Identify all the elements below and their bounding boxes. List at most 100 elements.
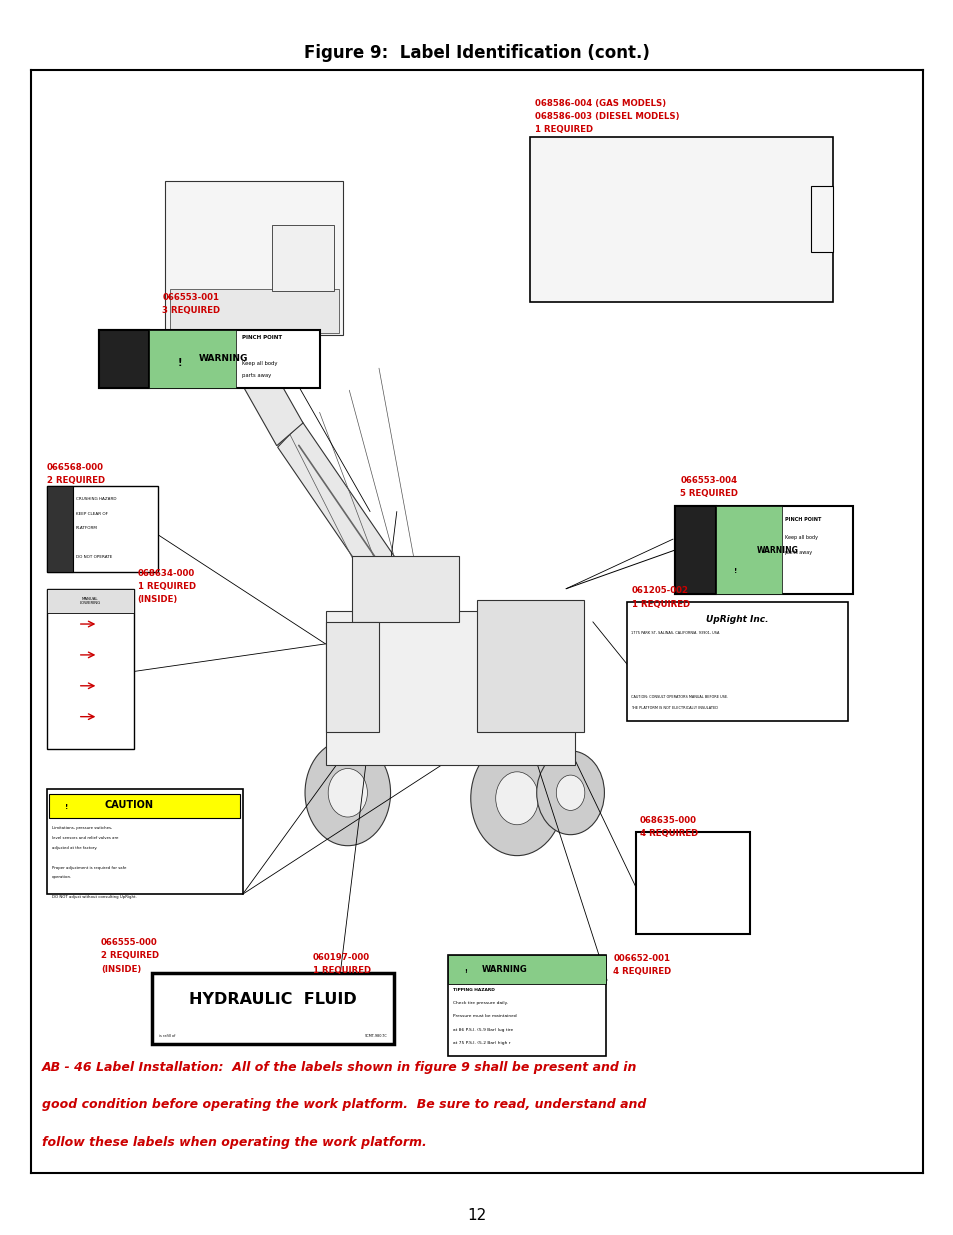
Bar	[51, 708, 69, 725]
Text: 1 REQUIRED: 1 REQUIRED	[137, 582, 195, 590]
Text: 060197-000: 060197-000	[313, 952, 370, 962]
Text: 006652-001: 006652-001	[613, 953, 670, 962]
Bar	[272, 225, 335, 291]
Bar	[149, 330, 236, 388]
Text: parts away: parts away	[241, 373, 271, 378]
Text: Keep all body: Keep all body	[784, 535, 818, 540]
Text: Proper adjustment is required for safe: Proper adjustment is required for safe	[51, 866, 126, 869]
Circle shape	[714, 249, 746, 289]
Text: 1775 PARK ST, SALINAS, CALIFORNIA, 93901, USA: 1775 PARK ST, SALINAS, CALIFORNIA, 93901…	[631, 631, 719, 635]
Bar	[47, 589, 133, 748]
Text: !: !	[65, 804, 68, 810]
Polygon shape	[455, 956, 476, 982]
Text: (INSIDE): (INSIDE)	[137, 595, 177, 604]
Text: 2 REQUIRED: 2 REQUIRED	[101, 951, 159, 961]
Text: MANUAL
LOWERING: MANUAL LOWERING	[80, 597, 101, 605]
Text: 068634-000: 068634-000	[137, 568, 194, 578]
Text: TIPPING HAZARD: TIPPING HAZARD	[453, 988, 495, 992]
Text: PINCH POINT: PINCH POINT	[784, 517, 821, 522]
Circle shape	[772, 199, 804, 240]
Bar	[165, 180, 343, 335]
Bar	[530, 137, 833, 303]
Text: !: !	[177, 358, 181, 368]
Polygon shape	[218, 249, 272, 332]
Circle shape	[598, 199, 631, 240]
Bar	[170, 289, 338, 333]
Bar	[51, 677, 69, 694]
Polygon shape	[108, 336, 140, 382]
Bar	[476, 600, 583, 732]
Bar	[447, 955, 605, 983]
Text: UpRight Inc.: UpRight Inc.	[705, 615, 767, 624]
Text: adjusted at the factory.: adjusted at the factory.	[51, 846, 97, 850]
Text: 066553-001: 066553-001	[162, 293, 219, 303]
Text: 066568-000: 066568-000	[47, 463, 104, 472]
Text: 12: 12	[467, 1208, 486, 1223]
Text: Limitations, pressure switches,: Limitations, pressure switches,	[51, 826, 112, 830]
Text: WARNING: WARNING	[481, 965, 527, 973]
Bar	[100, 710, 107, 725]
Text: at 86 P.S.I. (5.9 Bar) lug tire: at 86 P.S.I. (5.9 Bar) lug tire	[453, 1028, 513, 1031]
Text: follow these labels when operating the work platform.: follow these labels when operating the w…	[42, 1136, 427, 1149]
Bar	[47, 487, 158, 572]
Circle shape	[496, 772, 537, 825]
Bar	[47, 789, 242, 894]
Bar	[447, 955, 605, 1056]
Text: CAUTION: CONSULT OPERATORS MANUAL BEFORE USE.: CAUTION: CONSULT OPERATORS MANUAL BEFORE…	[631, 695, 728, 699]
Circle shape	[657, 199, 688, 240]
Text: operation.: operation.	[51, 876, 72, 879]
Text: 1 REQUIRED: 1 REQUIRED	[632, 599, 689, 609]
Text: 068586-004 (GAS MODELS): 068586-004 (GAS MODELS)	[535, 99, 665, 107]
Bar	[47, 589, 133, 613]
Text: !: !	[733, 568, 737, 574]
Bar	[99, 330, 320, 388]
Polygon shape	[57, 795, 75, 816]
Text: DO NOT OPERATE: DO NOT OPERATE	[76, 555, 112, 558]
Bar	[152, 972, 394, 1045]
Text: Keep all body: Keep all body	[241, 361, 277, 366]
Circle shape	[772, 149, 804, 189]
Text: 066553-004: 066553-004	[679, 475, 737, 485]
Text: 4 REQUIRED: 4 REQUIRED	[613, 967, 671, 976]
Text: Check tire pressure daily.: Check tire pressure daily.	[453, 1002, 507, 1005]
Text: Pressure must be maintained: Pressure must be maintained	[453, 1014, 517, 1019]
Circle shape	[305, 740, 390, 846]
Text: AB - 46 Label Installation:  All of the labels shown in figure 9 shall be presen: AB - 46 Label Installation: All of the l…	[42, 1061, 637, 1074]
Polygon shape	[720, 511, 749, 588]
Bar	[51, 646, 69, 663]
Text: at 75 P.S.I. (5.2 Bar) high r: at 75 P.S.I. (5.2 Bar) high r	[453, 1041, 510, 1045]
Bar	[100, 648, 107, 663]
Bar	[352, 556, 458, 622]
Circle shape	[119, 347, 130, 359]
Text: WARNING: WARNING	[756, 546, 798, 555]
Circle shape	[540, 249, 573, 289]
Text: 1 REQUIRED: 1 REQUIRED	[313, 966, 371, 974]
Circle shape	[657, 249, 688, 289]
Circle shape	[540, 199, 573, 240]
Circle shape	[657, 149, 688, 189]
Text: PLATFORM: PLATFORM	[76, 526, 98, 530]
Text: 068635-000: 068635-000	[639, 816, 697, 825]
Bar	[325, 611, 575, 766]
Polygon shape	[214, 312, 303, 446]
Text: CRUSHING HAZARD: CRUSHING HAZARD	[76, 498, 116, 501]
Circle shape	[598, 249, 631, 289]
Text: good condition before operating the work platform.  Be sure to read, understand : good condition before operating the work…	[42, 1098, 646, 1112]
Circle shape	[714, 149, 746, 189]
Circle shape	[540, 149, 573, 189]
Text: KEEP CLEAR OF: KEEP CLEAR OF	[76, 511, 108, 515]
Circle shape	[714, 199, 746, 240]
Text: 061205-002: 061205-002	[632, 587, 688, 595]
Circle shape	[537, 751, 604, 835]
Text: level sensors and relief valves are: level sensors and relief valves are	[51, 836, 118, 840]
Bar	[47, 487, 73, 572]
Text: parts away: parts away	[784, 550, 812, 556]
Text: 1 REQUIRED: 1 REQUIRED	[535, 126, 593, 135]
Text: THE PLATFORM IS NOT ELECTRICALLY INSULATED: THE PLATFORM IS NOT ELECTRICALLY INSULAT…	[631, 706, 718, 710]
Text: 068586-003 (DIESEL MODELS): 068586-003 (DIESEL MODELS)	[535, 112, 679, 121]
Text: 5 REQUIRED: 5 REQUIRED	[679, 489, 738, 498]
Bar	[100, 679, 107, 694]
Text: WARNING: WARNING	[199, 354, 248, 363]
Polygon shape	[157, 335, 201, 382]
Bar	[715, 506, 781, 594]
